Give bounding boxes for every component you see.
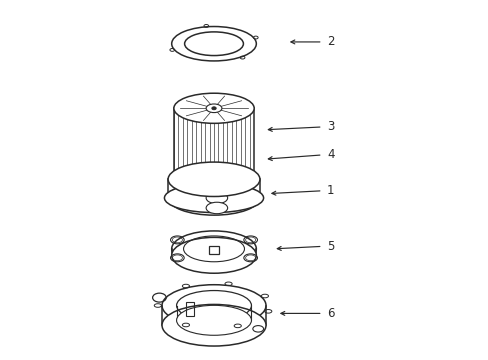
Ellipse shape [162, 305, 265, 346]
Text: 6: 6 [326, 307, 334, 320]
Ellipse shape [171, 231, 256, 267]
Ellipse shape [211, 107, 216, 110]
Ellipse shape [164, 183, 263, 212]
Ellipse shape [168, 181, 260, 215]
Ellipse shape [174, 93, 254, 123]
Ellipse shape [168, 162, 260, 197]
Text: 1: 1 [326, 184, 334, 197]
Ellipse shape [206, 202, 227, 214]
Ellipse shape [176, 305, 251, 335]
Text: 3: 3 [326, 121, 334, 134]
Text: 5: 5 [326, 240, 334, 253]
Bar [185, 302, 193, 316]
Text: 4: 4 [326, 148, 334, 161]
Bar [208, 246, 219, 253]
Ellipse shape [206, 104, 222, 113]
Ellipse shape [174, 163, 254, 193]
Ellipse shape [206, 192, 227, 204]
Ellipse shape [171, 237, 256, 273]
Ellipse shape [162, 285, 265, 326]
Text: 2: 2 [326, 35, 334, 49]
